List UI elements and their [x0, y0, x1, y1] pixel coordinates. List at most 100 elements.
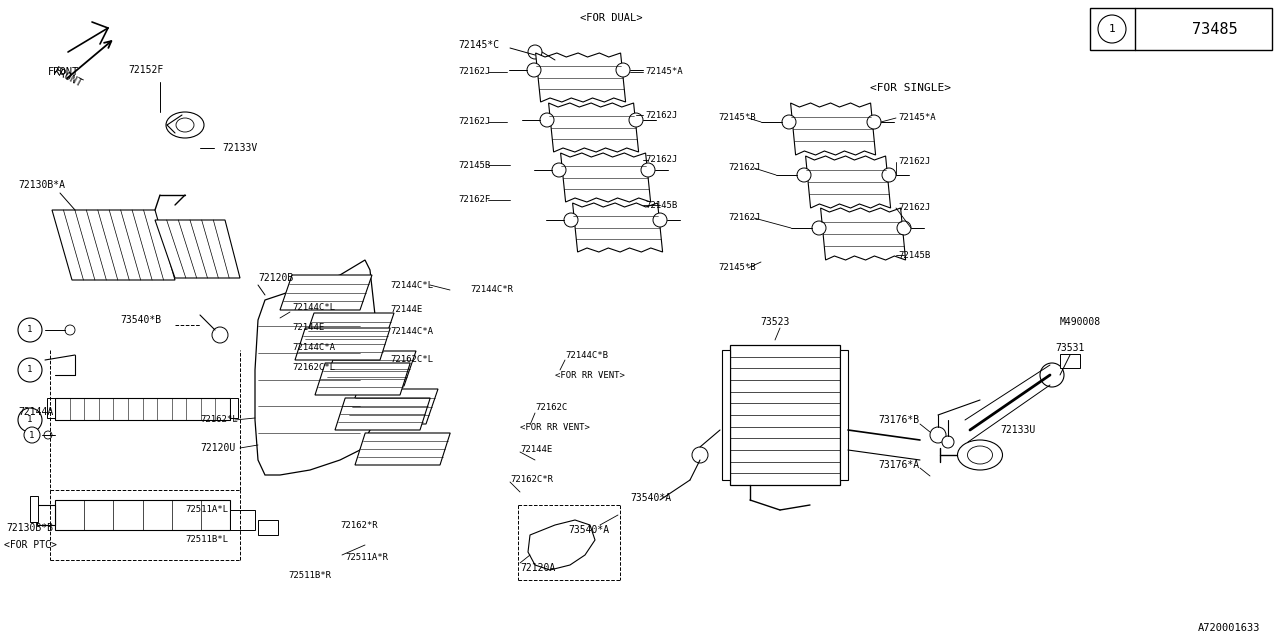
Text: 72144C*A: 72144C*A — [390, 328, 433, 337]
Text: 72162C*L: 72162C*L — [292, 364, 335, 372]
Text: A720001633: A720001633 — [1198, 623, 1260, 633]
Circle shape — [18, 358, 42, 382]
Text: 72144E: 72144E — [292, 323, 324, 333]
Text: 72162J: 72162J — [728, 214, 760, 223]
Text: 72133V: 72133V — [221, 143, 257, 153]
Ellipse shape — [968, 446, 992, 464]
Polygon shape — [52, 210, 175, 280]
Polygon shape — [302, 313, 394, 348]
Circle shape — [65, 325, 76, 335]
Bar — [1060, 354, 1080, 368]
Polygon shape — [324, 351, 416, 386]
Text: M490008: M490008 — [1060, 317, 1101, 327]
Bar — [840, 350, 849, 480]
Circle shape — [692, 447, 708, 463]
Bar — [730, 345, 840, 485]
Bar — [55, 500, 230, 530]
Text: 72511B*L: 72511B*L — [186, 536, 228, 545]
Polygon shape — [255, 260, 380, 475]
Polygon shape — [572, 203, 663, 252]
Text: 72145*B: 72145*B — [718, 113, 755, 122]
Text: 73540*B: 73540*B — [120, 315, 161, 325]
Text: 72162J: 72162J — [458, 118, 490, 127]
Circle shape — [812, 221, 826, 235]
Text: 72162J: 72162J — [645, 111, 677, 120]
Text: 72162F: 72162F — [458, 195, 490, 205]
Text: 1: 1 — [1108, 24, 1115, 34]
Text: 72162C*R: 72162C*R — [509, 476, 553, 484]
Text: 72145B: 72145B — [899, 250, 931, 259]
Circle shape — [782, 115, 796, 129]
Text: 72130B*A: 72130B*A — [18, 180, 65, 190]
Polygon shape — [346, 389, 438, 424]
Polygon shape — [791, 103, 876, 155]
Text: 72162C: 72162C — [535, 403, 567, 413]
Text: 72152F: 72152F — [128, 65, 164, 75]
Circle shape — [18, 408, 42, 432]
Text: 72145B: 72145B — [458, 161, 490, 170]
Bar — [259, 520, 278, 535]
Text: 72162C*L: 72162C*L — [390, 355, 433, 365]
Circle shape — [628, 113, 643, 127]
Circle shape — [1039, 363, 1064, 387]
Text: 72144A: 72144A — [18, 407, 54, 417]
Text: 72144C*L: 72144C*L — [390, 280, 433, 289]
Ellipse shape — [166, 112, 204, 138]
Text: 72120U: 72120U — [200, 443, 236, 453]
Bar — [55, 398, 230, 420]
Text: 73176*B: 73176*B — [878, 415, 919, 425]
Text: 72162*R: 72162*R — [340, 520, 378, 529]
Text: 72511B*R: 72511B*R — [288, 570, 332, 579]
Bar — [37, 505, 55, 525]
Circle shape — [942, 436, 954, 448]
Text: 72145*C: 72145*C — [458, 40, 499, 50]
Circle shape — [867, 115, 881, 129]
Bar — [47, 398, 55, 418]
Text: 72144E: 72144E — [520, 445, 552, 454]
Text: 73523: 73523 — [760, 317, 790, 327]
Bar — [1091, 8, 1272, 50]
Polygon shape — [820, 208, 906, 260]
Text: 72130B*B: 72130B*B — [6, 523, 54, 533]
Text: 1: 1 — [29, 431, 35, 440]
Text: <FOR RR VENT>: <FOR RR VENT> — [520, 424, 590, 433]
Text: <FOR PTC>: <FOR PTC> — [4, 540, 56, 550]
Text: 72162J: 72162J — [645, 156, 677, 164]
Ellipse shape — [177, 118, 195, 132]
Text: 72145*B: 72145*B — [718, 264, 755, 273]
Text: 73176*A: 73176*A — [878, 460, 919, 470]
Circle shape — [552, 163, 566, 177]
Bar — [230, 398, 238, 418]
Text: 72162J: 72162J — [728, 163, 760, 173]
Circle shape — [641, 163, 655, 177]
Ellipse shape — [957, 440, 1002, 470]
Text: 72162J: 72162J — [899, 157, 931, 166]
Bar — [722, 350, 730, 480]
Text: 72511A*R: 72511A*R — [346, 554, 388, 563]
Circle shape — [18, 318, 42, 342]
Text: 72511A*L: 72511A*L — [186, 506, 228, 515]
Circle shape — [1098, 15, 1126, 43]
Text: FRONT: FRONT — [52, 67, 84, 90]
Bar — [230, 510, 255, 530]
Circle shape — [897, 221, 911, 235]
Text: 72145*A: 72145*A — [645, 67, 682, 77]
Circle shape — [797, 168, 812, 182]
Text: 72120A: 72120A — [520, 563, 556, 573]
Polygon shape — [280, 275, 372, 310]
Polygon shape — [155, 220, 241, 278]
Text: 72162*L: 72162*L — [200, 415, 238, 424]
Polygon shape — [549, 103, 639, 152]
Text: 73540*A: 73540*A — [630, 493, 671, 503]
Text: 72144C*L: 72144C*L — [292, 303, 335, 312]
Polygon shape — [335, 398, 430, 430]
Polygon shape — [315, 363, 410, 395]
Text: 1: 1 — [27, 415, 33, 424]
Circle shape — [24, 427, 40, 443]
Polygon shape — [294, 328, 390, 360]
Text: 72162J: 72162J — [899, 204, 931, 212]
Text: 72145B: 72145B — [645, 200, 677, 209]
Text: FRONT: FRONT — [49, 67, 79, 77]
Text: 72144C*A: 72144C*A — [292, 344, 335, 353]
Circle shape — [564, 213, 579, 227]
